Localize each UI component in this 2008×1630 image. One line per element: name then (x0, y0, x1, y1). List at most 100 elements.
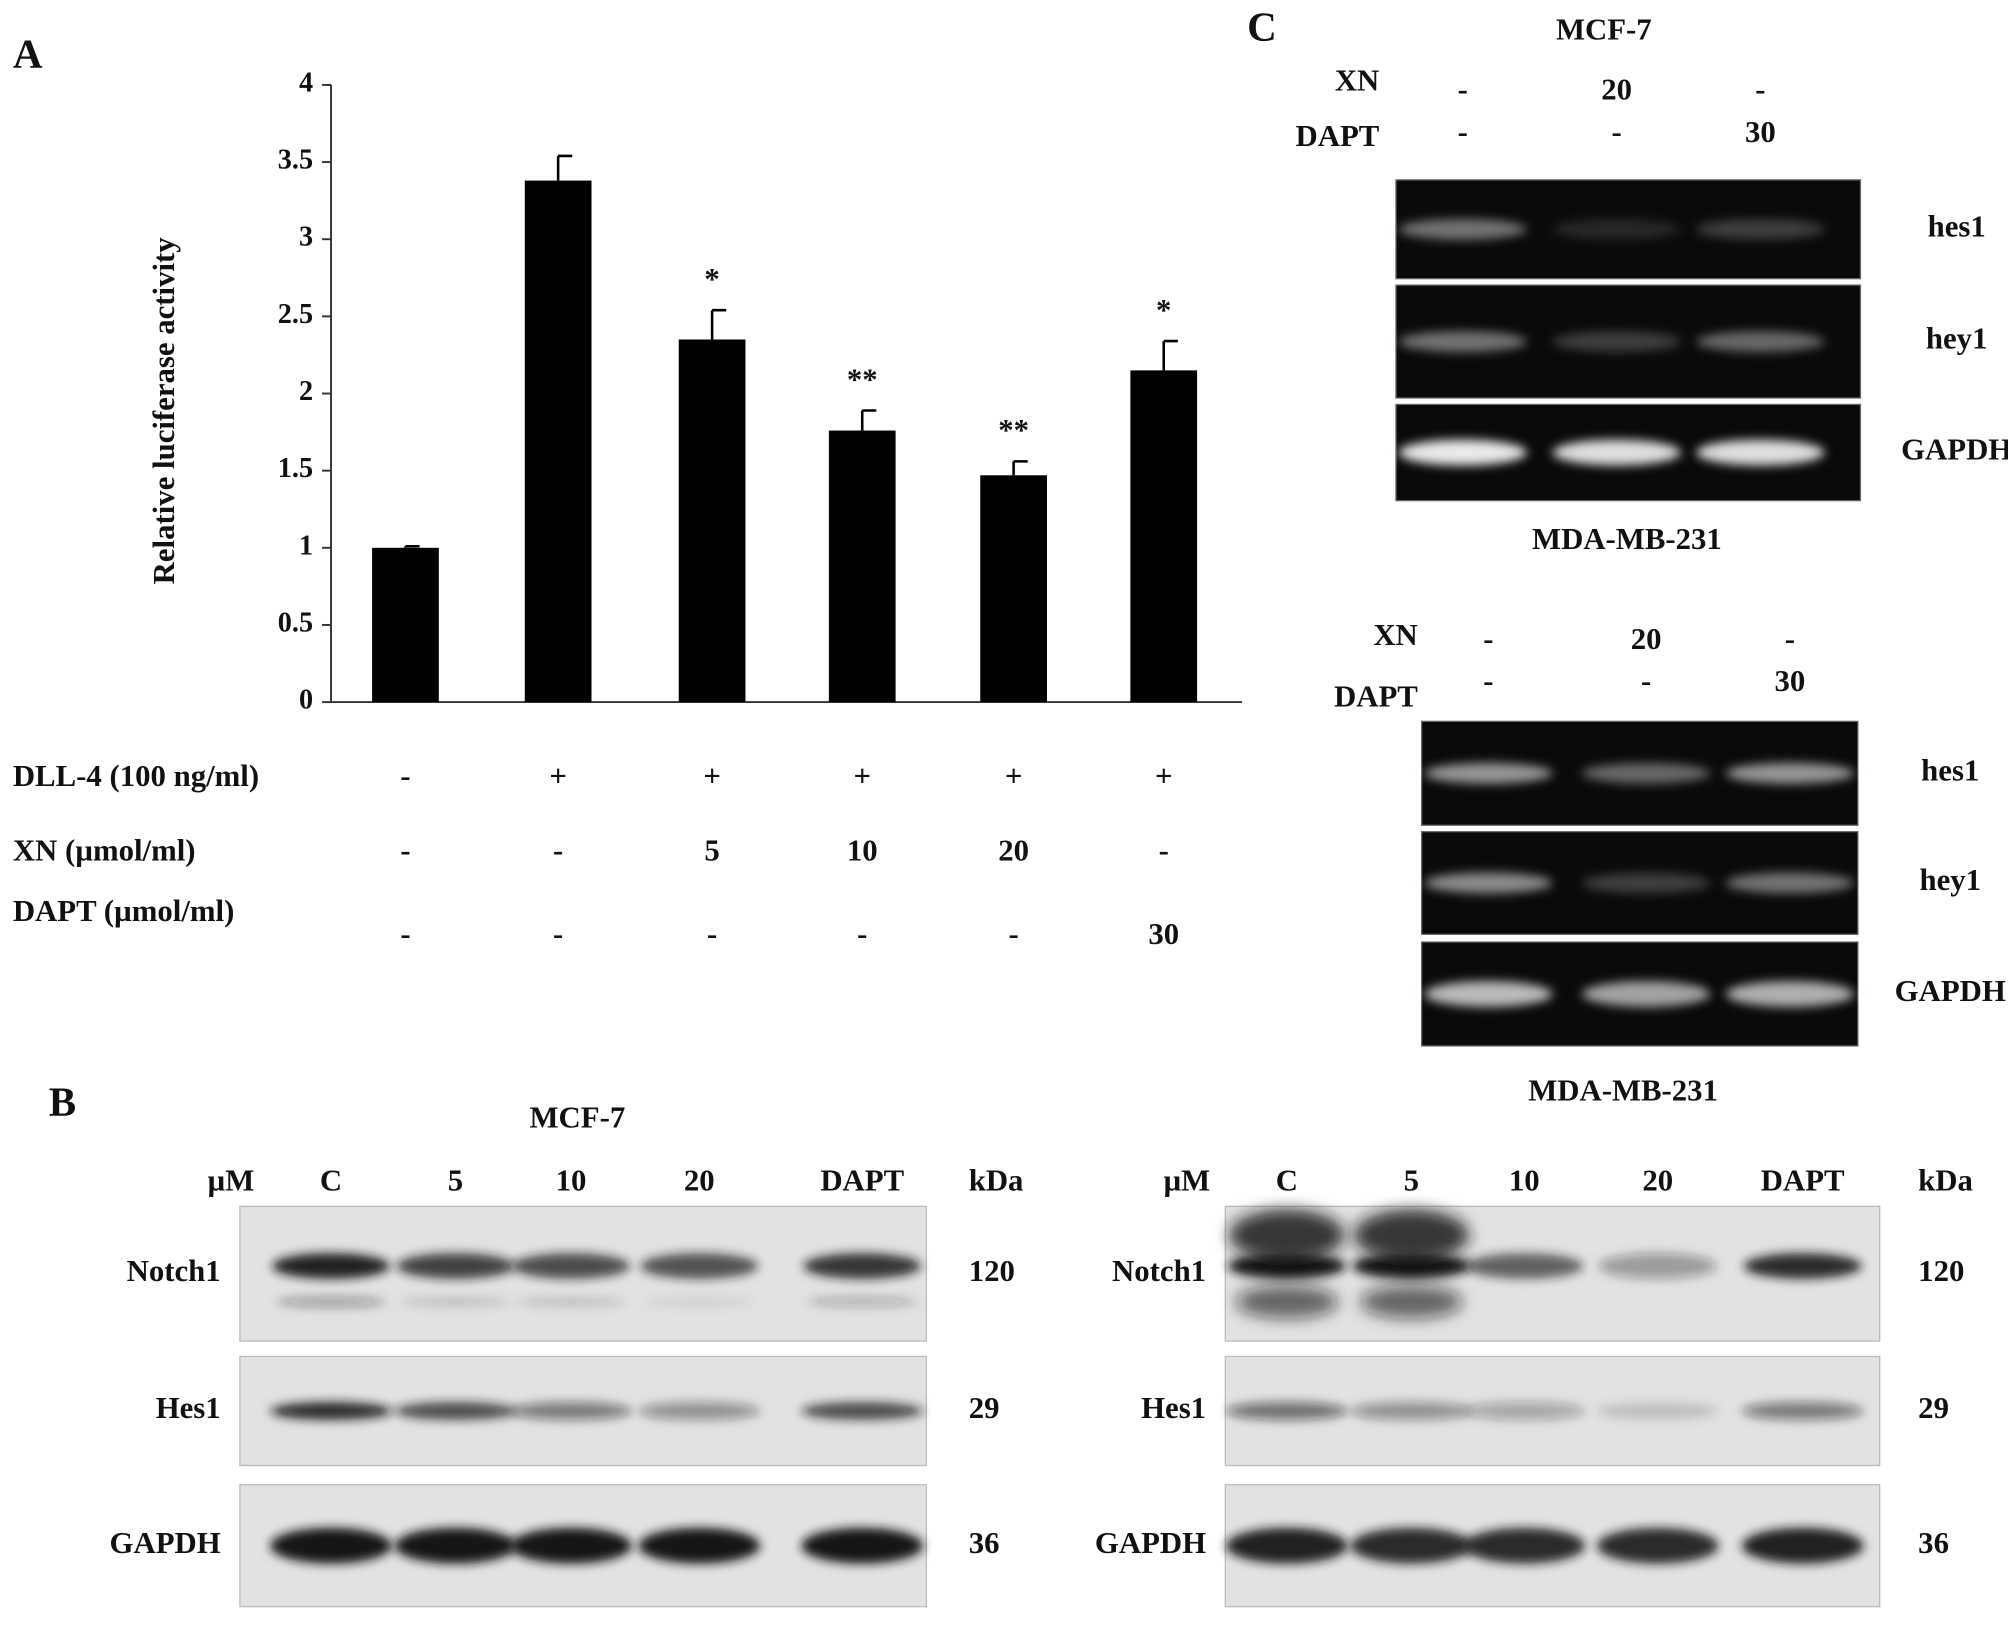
y-tick-label: 0.5 (278, 607, 313, 638)
lane-label: 10 (556, 1163, 587, 1197)
band (515, 1296, 627, 1308)
lane-label: 5 (448, 1163, 463, 1197)
condition-label: XN (1335, 64, 1379, 98)
band (1398, 439, 1527, 466)
band (1598, 1253, 1717, 1279)
treatment-value: 10 (847, 834, 878, 868)
bar (980, 475, 1047, 703)
gel-strip (1395, 284, 1862, 399)
gel-caption: MDA-MB-231 (1528, 1073, 1718, 1107)
band (511, 1253, 630, 1279)
band (638, 1402, 761, 1420)
treatment-value: + (1005, 759, 1023, 793)
band (510, 1402, 632, 1420)
bar (524, 180, 592, 703)
band (510, 1527, 632, 1564)
bar (678, 339, 746, 703)
lane-label: 10 (1509, 1163, 1540, 1197)
error-bar (710, 308, 727, 340)
band (275, 1296, 387, 1308)
error-bar (556, 154, 573, 181)
gel-strip (1420, 941, 1859, 1047)
band (1227, 1253, 1346, 1279)
band (1229, 1209, 1345, 1261)
size-label: 120 (969, 1254, 1015, 1288)
blot-strip (1224, 1484, 1881, 1608)
lane-label: 20 (1642, 1163, 1673, 1197)
band (1725, 763, 1855, 784)
treatment-value: 5 (704, 834, 719, 868)
band (1741, 1527, 1864, 1564)
gel-strip (1420, 831, 1859, 935)
condition-value: - (1483, 622, 1493, 656)
bar (828, 430, 896, 703)
band (1235, 1285, 1339, 1319)
unit-label: µM (1163, 1163, 1210, 1197)
row-label: Notch1 (1112, 1254, 1206, 1288)
band (270, 1527, 392, 1564)
gel-strip (1395, 403, 1862, 502)
band (272, 1253, 391, 1279)
band (638, 1527, 761, 1564)
band (1696, 439, 1825, 466)
size-label: 36 (1918, 1526, 1949, 1560)
band (1398, 219, 1527, 240)
condition-value: - (1755, 73, 1765, 107)
condition-value: - (1458, 73, 1468, 107)
row-label: Hes1 (1141, 1391, 1206, 1425)
significance-label: * (704, 262, 719, 296)
band (803, 1253, 922, 1279)
band (394, 1402, 517, 1420)
gel-strip (1420, 720, 1859, 826)
treatment-value: - (400, 834, 410, 868)
band (400, 1296, 511, 1308)
band (1350, 1402, 1473, 1420)
band (1552, 331, 1681, 352)
band (1465, 1253, 1584, 1279)
band (1360, 1285, 1463, 1319)
error-bar (404, 544, 420, 548)
gel-row-label: GAPDH (1895, 974, 2006, 1008)
band (807, 1296, 918, 1308)
row-label: GAPDH (110, 1526, 221, 1560)
treatment-value: + (853, 759, 871, 793)
blot-strip (1224, 1205, 1881, 1342)
gel-row-label: hey1 (1926, 322, 1988, 356)
band (801, 1527, 924, 1564)
band (1225, 1402, 1348, 1420)
gel-row-label: hey1 (1919, 863, 1981, 897)
panel-label: B (49, 1079, 76, 1125)
band (1424, 763, 1553, 784)
band (1582, 872, 1711, 894)
treatment-value: + (1155, 759, 1173, 793)
y-tick-label: 0 (299, 685, 313, 716)
panel-label: A (13, 30, 43, 76)
size-unit-label: kDa (1918, 1163, 1973, 1197)
band (1225, 1527, 1348, 1564)
band (1725, 872, 1855, 894)
treatment-label: XN (µmol/ml) (13, 834, 196, 868)
blot-strip (1224, 1355, 1881, 1467)
y-tick-label: 3 (299, 222, 313, 253)
unit-label: µM (208, 1163, 255, 1197)
condition-value: - (1458, 115, 1468, 149)
lane-label: C (320, 1163, 342, 1197)
lane-label: DAPT (1761, 1163, 1845, 1197)
row-label: GAPDH (1095, 1526, 1206, 1560)
band (1552, 439, 1681, 466)
y-tick-label: 1 (299, 530, 313, 561)
band (1352, 1253, 1471, 1279)
treatment-value: - (400, 759, 410, 793)
error-bar (1012, 460, 1028, 476)
size-label: 29 (969, 1391, 1000, 1425)
gel-row-label: hes1 (1928, 209, 1986, 243)
size-label: 29 (1918, 1391, 1949, 1425)
band (1552, 219, 1681, 240)
significance-label: * (1156, 293, 1171, 327)
band (1463, 1527, 1586, 1564)
treatment-value: - (1008, 917, 1018, 951)
size-label: 36 (969, 1526, 1000, 1560)
band (1424, 981, 1553, 1007)
gel-title: MCF-7 (1556, 12, 1652, 46)
